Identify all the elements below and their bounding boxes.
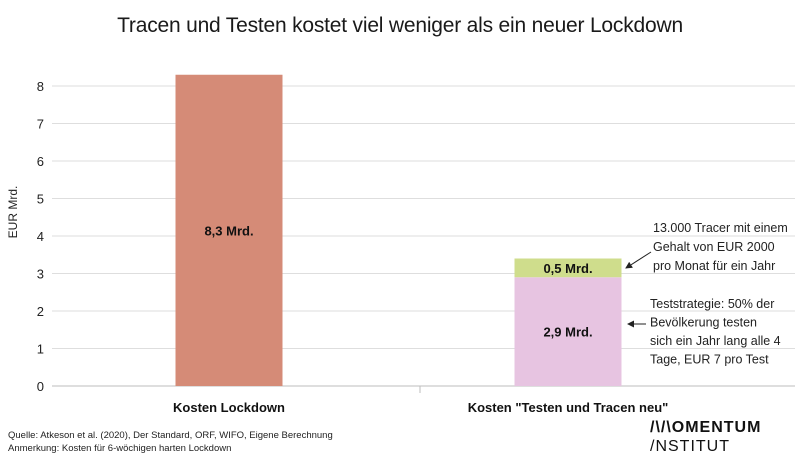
x-axis-categories: Kosten Lockdown Kosten "Testen und Tracen… [173,400,668,415]
x-category-label: Kosten "Testen und Tracen neu" [468,400,669,415]
annotation-text: pro Monat für ein Jahr [653,259,775,273]
x-category-label: Kosten Lockdown [173,400,285,415]
annotation-text: sich ein Jahr lang alle 4 [650,334,781,348]
bar-segment [175,74,283,386]
logo-line-1: /\/\OMENTUM [650,419,762,436]
footnote-text: Anmerkung: Kosten für 6-wöchigen harten … [8,443,232,454]
y-tick-label: 8 [37,79,44,94]
bar-segment [514,258,622,278]
logo-line-2: /NSTITUT [650,438,730,455]
y-tick-label: 3 [37,267,44,282]
data-label: 8,3 Mrd. [204,223,253,238]
annotation-text: Bevölkerung testen [650,316,757,330]
y-tick-label: 5 [37,192,44,207]
momentum-institut-logo: /\/\OMENTUM /NSTITUT [650,418,790,456]
y-tick-label: 7 [37,117,44,132]
data-label: 0,5 Mrd. [543,261,592,276]
y-axis-ticks: 0 1 2 3 4 5 6 7 8 [37,79,44,394]
y-tick-label: 0 [37,379,44,394]
source-text: Quelle: Atkeson et al. (2020), Der Stand… [8,430,333,441]
y-axis-label: EUR Mrd. [6,186,20,239]
annotation-arrow [625,251,652,269]
bars: 8,3 Mrd. 2,9 Mrd. 0,5 Mrd. [175,74,622,386]
data-label: 2,9 Mrd. [543,325,592,340]
y-tick-label: 6 [37,154,44,169]
chart-title: Tracen und Testen kostet viel weniger al… [117,14,683,37]
annotation-text: Tage, EUR 7 pro Test [650,353,769,367]
annotation-text: Gehalt von EUR 2000 [653,240,775,254]
annotations: 13.000 Tracer mit einem Gehalt von EUR 20… [625,221,788,367]
bar-segment [514,277,622,386]
y-tick-label: 2 [37,304,44,319]
annotation-text: 13.000 Tracer mit einem [653,221,788,235]
source-note: Quelle: Atkeson et al. (2020), Der Stand… [8,429,333,455]
y-tick-label: 1 [37,342,44,357]
y-tick-label: 4 [37,229,44,244]
annotation-text: Teststrategie: 50% der [650,297,774,311]
